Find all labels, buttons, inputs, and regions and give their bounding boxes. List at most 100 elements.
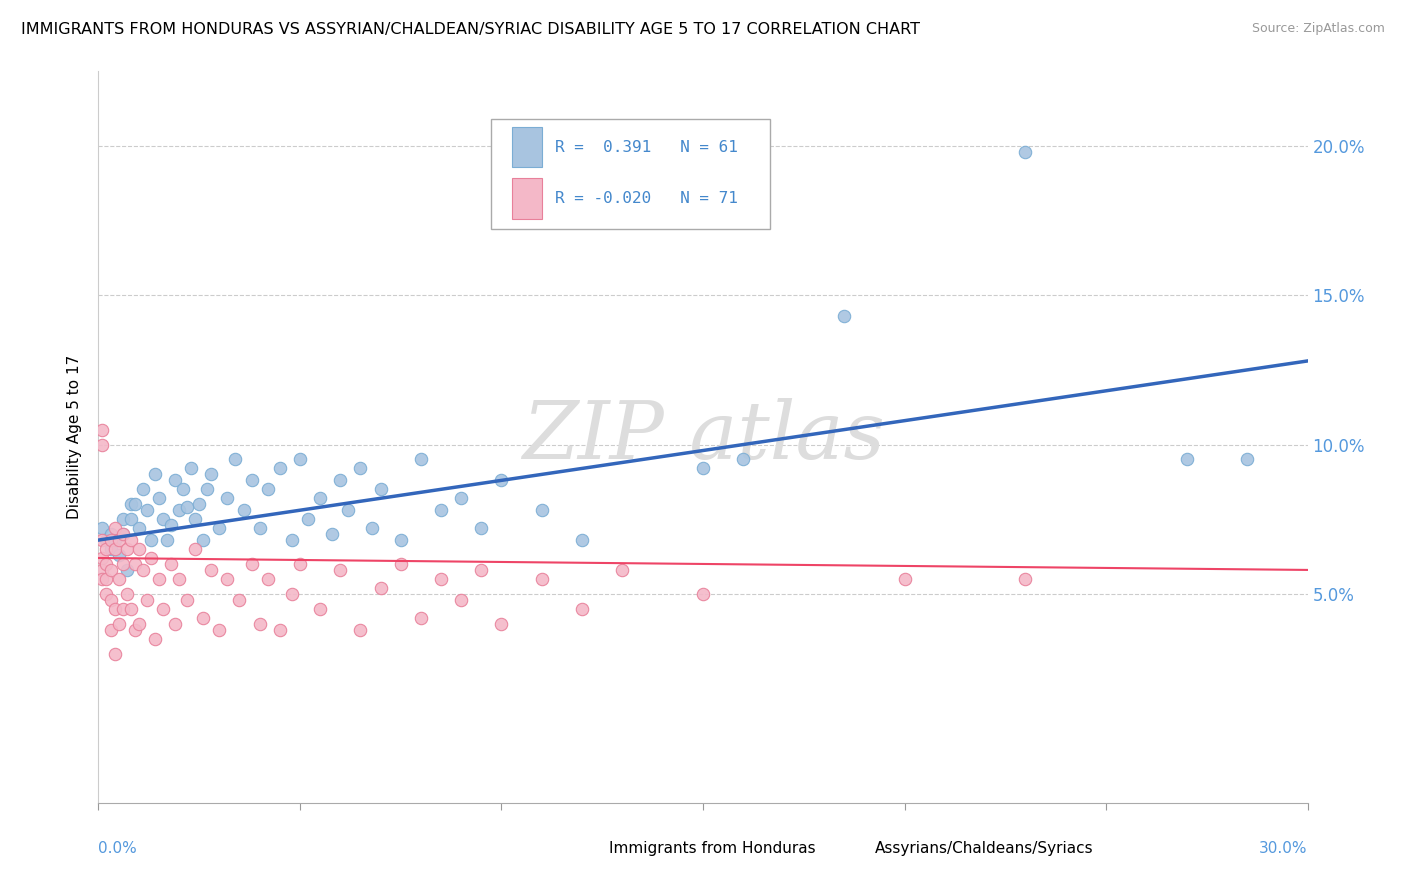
Point bbox=[281, 533, 304, 547]
FancyBboxPatch shape bbox=[492, 119, 769, 228]
Point bbox=[160, 557, 183, 571]
Point bbox=[96, 572, 118, 586]
Point bbox=[167, 572, 190, 586]
Point bbox=[832, 309, 855, 323]
Point bbox=[530, 503, 553, 517]
Point bbox=[120, 497, 142, 511]
Point bbox=[91, 572, 114, 586]
Point bbox=[349, 623, 371, 637]
Point bbox=[430, 503, 453, 517]
Point bbox=[124, 623, 146, 637]
Point bbox=[1014, 572, 1036, 586]
Point bbox=[470, 521, 492, 535]
Point bbox=[530, 572, 553, 586]
Point bbox=[309, 601, 332, 615]
Point bbox=[132, 563, 155, 577]
Bar bbox=[842, 836, 869, 863]
Point bbox=[100, 527, 122, 541]
Point bbox=[103, 601, 125, 615]
Point bbox=[115, 587, 138, 601]
Point bbox=[240, 474, 263, 488]
Point bbox=[135, 592, 157, 607]
Point bbox=[115, 563, 138, 577]
Point bbox=[184, 512, 207, 526]
Point bbox=[409, 452, 432, 467]
Point bbox=[188, 497, 211, 511]
Point bbox=[167, 503, 190, 517]
Point bbox=[288, 452, 311, 467]
Point bbox=[193, 610, 215, 624]
Text: Immigrants from Honduras: Immigrants from Honduras bbox=[609, 841, 815, 856]
Point bbox=[269, 461, 291, 475]
Bar bbox=[512, 178, 543, 219]
Point bbox=[389, 533, 412, 547]
Point bbox=[337, 503, 360, 517]
Point bbox=[100, 563, 122, 577]
Point bbox=[176, 592, 198, 607]
Point bbox=[100, 542, 122, 557]
Point bbox=[409, 610, 432, 624]
Point bbox=[208, 521, 231, 535]
Point bbox=[217, 491, 239, 506]
Point bbox=[124, 497, 146, 511]
Point bbox=[152, 512, 174, 526]
Point bbox=[281, 587, 304, 601]
Point bbox=[103, 521, 125, 535]
Point bbox=[103, 647, 125, 661]
Point bbox=[91, 521, 114, 535]
Text: Assyrians/Chaldeans/Syriacs: Assyrians/Chaldeans/Syriacs bbox=[875, 841, 1094, 856]
Point bbox=[111, 601, 134, 615]
Text: 30.0%: 30.0% bbox=[1260, 841, 1308, 856]
Point bbox=[692, 587, 714, 601]
Point bbox=[111, 557, 134, 571]
Point bbox=[115, 542, 138, 557]
Point bbox=[249, 521, 271, 535]
Point bbox=[143, 632, 166, 646]
Point bbox=[329, 563, 352, 577]
Point bbox=[91, 563, 114, 577]
Point bbox=[240, 557, 263, 571]
Point bbox=[128, 542, 150, 557]
Point bbox=[176, 500, 198, 515]
Point bbox=[148, 572, 170, 586]
Point bbox=[135, 503, 157, 517]
Point bbox=[91, 437, 114, 451]
Point bbox=[156, 533, 179, 547]
Point bbox=[143, 467, 166, 482]
Point bbox=[893, 572, 915, 586]
Point bbox=[491, 616, 513, 631]
Point bbox=[612, 563, 634, 577]
Y-axis label: Disability Age 5 to 17: Disability Age 5 to 17 bbox=[67, 355, 83, 519]
Point bbox=[100, 592, 122, 607]
Point bbox=[450, 491, 472, 506]
Point bbox=[450, 592, 472, 607]
Point bbox=[329, 474, 352, 488]
Point bbox=[111, 527, 134, 541]
Point bbox=[200, 563, 222, 577]
Point bbox=[91, 423, 114, 437]
Point bbox=[124, 557, 146, 571]
Point bbox=[132, 483, 155, 497]
Point bbox=[430, 572, 453, 586]
Point bbox=[91, 551, 114, 566]
Point bbox=[692, 461, 714, 475]
Point bbox=[249, 616, 271, 631]
Point bbox=[309, 491, 332, 506]
Point bbox=[139, 533, 162, 547]
Point bbox=[128, 616, 150, 631]
Point bbox=[370, 483, 392, 497]
Point bbox=[370, 581, 392, 595]
Point bbox=[103, 542, 125, 557]
Point bbox=[1014, 145, 1036, 159]
Point bbox=[217, 572, 239, 586]
Point bbox=[96, 557, 118, 571]
Point bbox=[208, 623, 231, 637]
Point bbox=[180, 461, 202, 475]
Text: IMMIGRANTS FROM HONDURAS VS ASSYRIAN/CHALDEAN/SYRIAC DISABILITY AGE 5 TO 17 CORR: IMMIGRANTS FROM HONDURAS VS ASSYRIAN/CHA… bbox=[21, 22, 920, 37]
Point bbox=[349, 461, 371, 475]
Point bbox=[1175, 452, 1198, 467]
Point bbox=[107, 533, 129, 547]
Point bbox=[470, 563, 492, 577]
Text: R = -0.020   N = 71: R = -0.020 N = 71 bbox=[555, 191, 738, 206]
Point bbox=[163, 616, 186, 631]
